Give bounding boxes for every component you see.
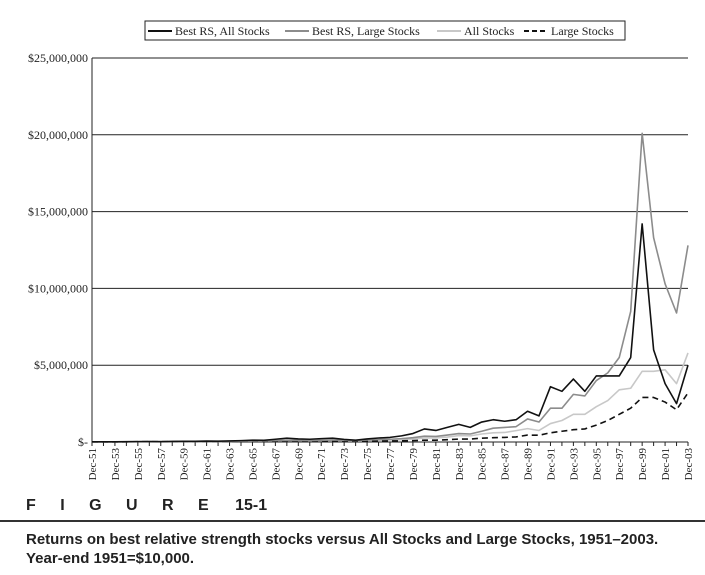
y-tick-label: $10,000,000 — [28, 281, 88, 295]
chart-axes — [91, 58, 689, 446]
series-line-best-rs-large-stocks — [91, 132, 689, 443]
x-tick-label: Dec-61 — [202, 448, 214, 480]
x-tick-label: Dec-01 — [660, 448, 672, 480]
x-tick-label: Dec-51 — [87, 448, 99, 480]
y-tick-label: $20,000,000 — [28, 128, 88, 142]
legend-label: All Stocks — [464, 24, 515, 38]
x-tick-label: Dec-65 — [247, 448, 259, 481]
x-tick-label: Dec-91 — [545, 448, 557, 480]
y-axis-tick-labels: $- $5,000,000 $10,000,000 $15,000,000 $20,00… — [28, 51, 88, 449]
x-tick-label: Dec-99 — [637, 448, 649, 481]
series-line-all-stocks — [91, 352, 689, 443]
x-tick-label: Dec-83 — [454, 448, 466, 481]
x-tick-label: Dec-77 — [385, 448, 397, 481]
series-line-large-stocks — [91, 392, 689, 443]
x-tick-label: Dec-03 — [683, 448, 695, 481]
x-tick-label: Dec-57 — [156, 448, 168, 481]
x-tick-label: Dec-59 — [179, 448, 191, 481]
x-tick-label: Dec-67 — [270, 448, 282, 481]
x-tick-label: Dec-73 — [339, 448, 351, 481]
y-tick-label: $25,000,000 — [28, 51, 88, 65]
x-tick-label: Dec-71 — [316, 448, 328, 480]
x-tick-label: Dec-85 — [477, 448, 489, 481]
caption-divider — [0, 520, 705, 522]
x-tick-label: Dec-63 — [225, 448, 237, 481]
x-tick-label: Dec-79 — [408, 448, 420, 481]
x-tick-label: Dec-55 — [133, 448, 145, 481]
x-tick-label: Dec-87 — [500, 448, 512, 481]
figure-number: 15-1 — [235, 497, 268, 514]
x-tick-label: Dec-69 — [293, 448, 305, 481]
legend-label: Large Stocks — [551, 24, 614, 38]
x-axis-tick-labels: Dec-51 Dec-53 Dec-55 Dec-57 Dec-59 Dec-61 Dec-… — [87, 448, 695, 481]
x-tick-label: Dec-53 — [110, 448, 122, 481]
chart-legend: Best RS, All Stocks Best RS, Large Stocks… — [144, 20, 626, 41]
x-tick-label: Dec-89 — [523, 448, 535, 481]
series-line-best-rs-all-stocks — [91, 223, 689, 443]
chart-series — [91, 132, 689, 443]
legend-label: Best RS, All Stocks — [175, 24, 270, 38]
x-tick-label: Dec-93 — [568, 448, 580, 481]
y-tick-label: $5,000,000 — [34, 358, 88, 372]
y-tick-label: $15,000,000 — [28, 205, 88, 219]
x-tick-label: Dec-81 — [431, 448, 443, 480]
line-chart: Best RS, All Stocks Best RS, Large Stocks… — [28, 20, 695, 481]
figure-label: F I G U R E 15-1 — [26, 497, 267, 515]
y-tick-label: $- — [78, 435, 88, 449]
x-tick-label: Dec-95 — [591, 448, 603, 481]
chart-gridlines — [92, 57, 688, 366]
figure-caption: Returns on best relative strength stocks… — [26, 531, 659, 567]
x-tick-label: Dec-97 — [614, 448, 626, 481]
legend-box — [144, 20, 626, 41]
x-tick-label: Dec-75 — [362, 448, 374, 481]
legend-label: Best RS, Large Stocks — [312, 24, 420, 38]
figure-label-text: F I G U R E — [26, 497, 219, 514]
